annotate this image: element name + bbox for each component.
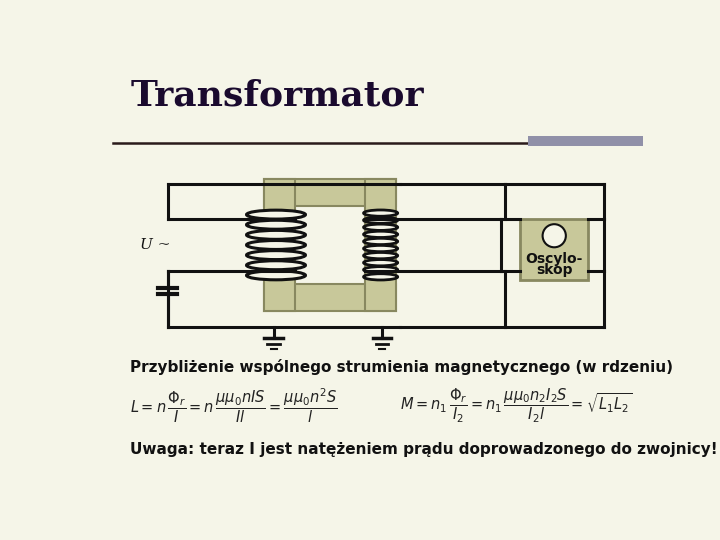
Ellipse shape: [246, 271, 305, 280]
Ellipse shape: [246, 210, 305, 219]
Bar: [528, 137, 642, 146]
Bar: [520, 219, 588, 280]
Ellipse shape: [364, 224, 397, 231]
Circle shape: [543, 224, 566, 247]
Bar: [264, 284, 396, 311]
Text: $M = n_1\,\dfrac{\Phi_r}{I_2} = n_1\,\dfrac{\mu\mu_0 n_2 I_2 S}{I_2 l} = \sqrt{L: $M = n_1\,\dfrac{\Phi_r}{I_2} = n_1\,\df…: [400, 387, 632, 425]
Ellipse shape: [364, 245, 397, 252]
Bar: [365, 179, 396, 311]
Bar: [264, 179, 396, 206]
Ellipse shape: [364, 210, 397, 216]
Text: skop: skop: [536, 262, 572, 276]
Text: U ~: U ~: [140, 238, 171, 252]
Ellipse shape: [364, 231, 397, 238]
Text: Transformator: Transformator: [130, 79, 424, 113]
Text: $L = n\,\dfrac{\Phi_r}{I} = n\,\dfrac{\mu\mu_0 n I S}{Il} = \dfrac{\mu\mu_0 n^2 : $L = n\,\dfrac{\Phi_r}{I} = n\,\dfrac{\m…: [130, 387, 338, 425]
Ellipse shape: [246, 240, 305, 249]
Ellipse shape: [246, 251, 305, 260]
Ellipse shape: [246, 231, 305, 239]
Ellipse shape: [246, 261, 305, 269]
Text: Oscylo-: Oscylo-: [526, 252, 583, 266]
Ellipse shape: [364, 260, 397, 266]
Ellipse shape: [364, 274, 397, 280]
Text: Przybliżenie wspólnego strumienia magnetycznego (w rdzeniu): Przybliżenie wspólnego strumienia magnet…: [130, 360, 673, 375]
Ellipse shape: [364, 267, 397, 273]
Ellipse shape: [246, 220, 305, 229]
Ellipse shape: [364, 253, 397, 259]
Ellipse shape: [364, 238, 397, 245]
Bar: [264, 179, 295, 311]
Text: Uwaga: teraz I jest natężeniem prądu doprowadzonego do zwojnicy!: Uwaga: teraz I jest natężeniem prądu dop…: [130, 442, 718, 457]
Ellipse shape: [364, 217, 397, 224]
